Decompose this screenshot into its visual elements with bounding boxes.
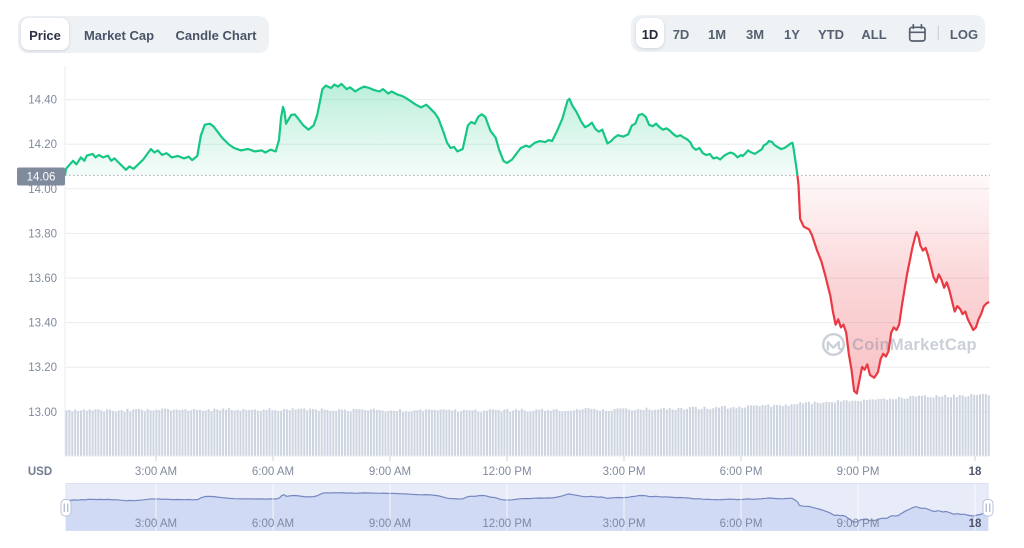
svg-text:14.20: 14.20 [28, 139, 57, 151]
svg-text:3:00 PM: 3:00 PM [603, 518, 646, 530]
svg-text:9:00 AM: 9:00 AM [369, 466, 411, 478]
svg-text:14.40: 14.40 [28, 95, 57, 107]
svg-text:CoinMarketCap: CoinMarketCap [852, 336, 977, 354]
svg-text:6:00 AM: 6:00 AM [252, 466, 294, 478]
svg-text:12:00 PM: 12:00 PM [482, 518, 531, 530]
svg-text:14.00: 14.00 [28, 184, 57, 196]
svg-text:12:00 PM: 12:00 PM [482, 466, 531, 478]
svg-text:3:00 AM: 3:00 AM [135, 518, 177, 530]
svg-text:6:00 AM: 6:00 AM [252, 518, 294, 530]
svg-text:9:00 PM: 9:00 PM [837, 518, 880, 530]
svg-text:18: 18 [969, 518, 982, 530]
svg-text:13.60: 13.60 [28, 273, 57, 285]
svg-text:3:00 AM: 3:00 AM [135, 466, 177, 478]
svg-text:6:00 PM: 6:00 PM [720, 518, 763, 530]
svg-text:13.80: 13.80 [28, 228, 57, 240]
svg-text:18: 18 [969, 466, 982, 478]
svg-text:9:00 PM: 9:00 PM [837, 466, 880, 478]
svg-text:13.00: 13.00 [28, 407, 57, 419]
svg-text:USD: USD [28, 466, 52, 478]
svg-text:13.20: 13.20 [28, 362, 57, 374]
svg-text:3:00 PM: 3:00 PM [603, 466, 646, 478]
svg-text:13.40: 13.40 [28, 318, 57, 330]
svg-text:9:00 AM: 9:00 AM [369, 518, 411, 530]
svg-text:6:00 PM: 6:00 PM [720, 466, 763, 478]
svg-text:14.06: 14.06 [27, 172, 56, 184]
